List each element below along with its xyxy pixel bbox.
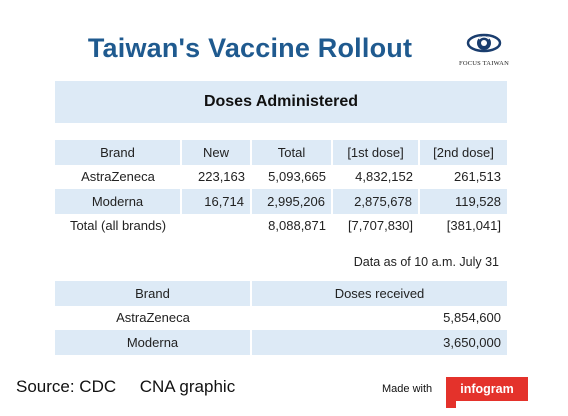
eye-logo-icon [466, 33, 502, 53]
table-cell: 8,088,871 [268, 218, 326, 234]
table-cell: Moderna [55, 330, 252, 355]
doses-table: Brand New Total [1st dose] [2nd dose] As… [55, 140, 507, 238]
column-header: Brand [55, 140, 182, 165]
table-cell: 5,854,600 [443, 310, 501, 326]
column-header: Total [251, 140, 333, 165]
table-cell: AstraZeneca [116, 310, 190, 326]
page-title: Taiwan's Vaccine Rollout [87, 33, 413, 63]
table-cell: 16,714 [181, 189, 252, 214]
table-cell: Moderna [55, 189, 182, 214]
column-header: [1st dose] [332, 140, 420, 165]
table-row: Moderna 16,714 2,995,206 2,875,678 119,5… [55, 189, 507, 214]
table-cell: AstraZeneca [81, 169, 155, 185]
table-row: Total (all brands) 8,088,871 [7,707,830]… [55, 214, 507, 239]
infogram-badge[interactable]: infogram [446, 377, 528, 401]
table-cell: 3,650,000 [251, 330, 507, 355]
table-header-row: Brand New Total [1st dose] [2nd dose] [55, 140, 507, 165]
source-credit: Source: CDC CNA graphic [16, 377, 236, 396]
made-with-label: Made with [382, 383, 433, 395]
data-timestamp-note: Data as of 10 a.m. July 31 [353, 255, 499, 269]
focus-taiwan-logo: FOCUS TAIWAN [452, 30, 516, 72]
column-header: [2nd dose] [419, 140, 507, 165]
section-heading: Doses Administered [55, 81, 507, 123]
table-cell: 2,875,678 [332, 189, 420, 214]
table-cell [181, 214, 251, 239]
table-cell: [7,707,830] [347, 218, 413, 234]
table-cell: 119,528 [419, 189, 507, 214]
logo-text: FOCUS TAIWAN [459, 60, 509, 67]
table-row: AstraZeneca 5,854,600 [55, 306, 507, 331]
table-cell: [381,041] [446, 218, 501, 234]
table-cell: Total (all brands) [69, 218, 167, 234]
table-header-row: Brand Doses received [55, 281, 507, 306]
column-header: New [181, 140, 252, 165]
table-row: Moderna 3,650,000 [55, 330, 507, 355]
table-cell: 4,832,152 [355, 169, 413, 185]
badge-tab-decoration [446, 399, 456, 408]
column-header: Brand [55, 281, 252, 306]
received-table: Brand Doses received AstraZeneca 5,854,6… [55, 281, 507, 355]
column-header: Doses received [251, 281, 507, 306]
table-cell: 2,995,206 [251, 189, 333, 214]
table-cell: 261,513 [454, 169, 501, 185]
table-row: AstraZeneca 223,163 5,093,665 4,832,152 … [55, 165, 507, 190]
table-cell: 223,163 [198, 169, 245, 185]
table-cell: 5,093,665 [268, 169, 326, 185]
